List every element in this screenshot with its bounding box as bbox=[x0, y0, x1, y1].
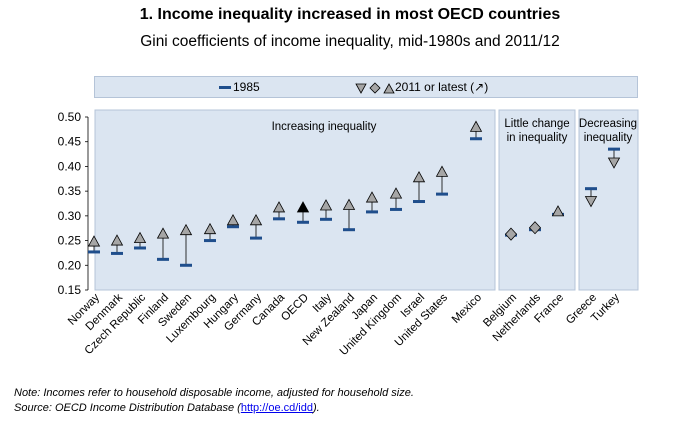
marker-1985 bbox=[88, 250, 100, 254]
legend-1985-marker bbox=[219, 86, 231, 89]
y-tick-label: 0.50 bbox=[58, 110, 82, 124]
legend-2011-markers bbox=[355, 82, 395, 94]
x-tick-label: OECD bbox=[279, 292, 311, 324]
marker-2011 bbox=[156, 227, 170, 239]
source-prefix: Source: OECD Income Distribution Databas… bbox=[14, 402, 241, 414]
marker-2011 bbox=[504, 227, 518, 241]
y-tick-label: 0.40 bbox=[58, 159, 82, 173]
legend-2011-label: 2011 or latest (↗) bbox=[395, 80, 489, 94]
legend-1985-label: 1985 bbox=[233, 80, 260, 94]
marker-1985 bbox=[250, 236, 262, 240]
marker-2011 bbox=[435, 165, 449, 177]
marker-2011 bbox=[528, 221, 542, 235]
marker-1985 bbox=[436, 192, 448, 196]
legend: 1985 2011 or latest (↗) bbox=[94, 76, 638, 98]
legend-triangle-up-icon bbox=[383, 83, 395, 94]
marker-2011 bbox=[87, 235, 101, 247]
marker-2011 bbox=[469, 120, 483, 132]
marker-2011 bbox=[412, 170, 426, 183]
marker-2011 bbox=[133, 231, 147, 243]
marker-1985 bbox=[204, 239, 216, 243]
marker-2011 bbox=[226, 213, 240, 226]
chart-plot: Increasing inequality Little change in ine… bbox=[58, 109, 639, 358]
marker-2011 bbox=[389, 187, 403, 199]
chart-subtitle: Gini coefficients of income inequality, … bbox=[140, 33, 560, 50]
panel-label: inequality bbox=[584, 132, 633, 144]
y-tick-label: 0.35 bbox=[58, 184, 82, 198]
marker-2011 bbox=[319, 199, 333, 211]
marker-2011 bbox=[342, 198, 356, 210]
marker-1985 bbox=[180, 263, 192, 267]
marker-1985 bbox=[366, 210, 378, 214]
panel-label: Decreasing bbox=[579, 118, 637, 130]
panel-label: in inequality bbox=[507, 132, 568, 144]
marker-2011 bbox=[607, 157, 621, 169]
y-tick-label: 0.45 bbox=[58, 135, 82, 149]
marker-1985 bbox=[585, 187, 597, 191]
x-tick-label: Mexico bbox=[450, 292, 484, 326]
panel-label: Increasing inequality bbox=[272, 121, 377, 133]
source-suffix: ). bbox=[313, 402, 320, 414]
chart-notes: Note: Incomes refer to household disposa… bbox=[14, 386, 414, 416]
y-tick-label: 0.30 bbox=[58, 209, 82, 223]
source-link[interactable]: http://oe.cd/idd bbox=[240, 402, 313, 414]
marker-1985 bbox=[273, 217, 285, 221]
marker-1985 bbox=[608, 147, 620, 151]
marker-1985 bbox=[343, 228, 355, 232]
marker-1985 bbox=[111, 251, 123, 255]
marker-2011 bbox=[110, 234, 124, 246]
marker-1985 bbox=[470, 137, 482, 141]
marker-2011 bbox=[584, 196, 598, 208]
source-text: Source: OECD Income Distribution Databas… bbox=[14, 401, 414, 416]
marker-1985 bbox=[297, 220, 309, 224]
marker-1985 bbox=[413, 200, 425, 204]
note-text: Note: Incomes refer to household disposa… bbox=[14, 387, 414, 399]
panel-1 bbox=[94, 109, 496, 291]
marker-2011 bbox=[365, 191, 379, 203]
chart-title: 1. Income inequality increased in most O… bbox=[139, 6, 561, 23]
marker-1985 bbox=[227, 225, 239, 229]
y-tick-label: 0.15 bbox=[58, 283, 82, 297]
marker-2011 bbox=[296, 201, 310, 213]
marker-2011 bbox=[203, 222, 217, 235]
marker-2011 bbox=[179, 223, 193, 236]
marker-1985 bbox=[157, 257, 169, 261]
marker-2011 bbox=[272, 201, 286, 213]
marker-2011 bbox=[249, 213, 263, 226]
marker-1985 bbox=[320, 217, 332, 221]
panel-2 bbox=[498, 109, 576, 291]
legend-diamond-icon bbox=[369, 82, 381, 94]
y-tick-label: 0.25 bbox=[58, 234, 82, 248]
marker-2011 bbox=[551, 205, 565, 217]
panel-label: Little change bbox=[504, 118, 569, 130]
marker-1985 bbox=[390, 207, 402, 211]
legend-triangle-down-icon bbox=[355, 83, 367, 94]
y-tick-label: 0.20 bbox=[58, 258, 82, 272]
marker-1985 bbox=[134, 246, 146, 250]
